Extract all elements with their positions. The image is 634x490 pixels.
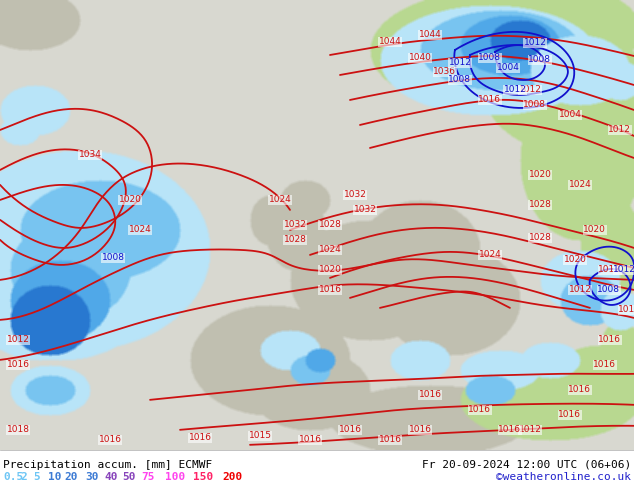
Text: 1008: 1008 xyxy=(597,285,621,294)
Text: 1015: 1015 xyxy=(249,431,271,441)
Text: 1016: 1016 xyxy=(498,425,521,434)
Text: 1016: 1016 xyxy=(479,96,501,104)
Text: 1004: 1004 xyxy=(559,110,581,120)
Text: 1028: 1028 xyxy=(318,220,342,229)
Text: 30: 30 xyxy=(85,472,98,482)
Text: 1020: 1020 xyxy=(583,225,606,234)
Text: 1016: 1016 xyxy=(469,405,491,415)
Text: 1016: 1016 xyxy=(299,435,321,444)
Text: 1016: 1016 xyxy=(569,385,592,394)
Text: 1008: 1008 xyxy=(448,75,472,84)
Text: 1016: 1016 xyxy=(598,335,621,344)
Text: 1036: 1036 xyxy=(434,68,456,76)
Text: 1024: 1024 xyxy=(479,250,501,259)
Text: 1034: 1034 xyxy=(79,150,101,159)
Text: Fr 20-09-2024 12:00 UTC (06+06): Fr 20-09-2024 12:00 UTC (06+06) xyxy=(422,460,631,470)
Text: 1012: 1012 xyxy=(519,85,541,95)
Text: Precipitation accum. [mm] ECMWF: Precipitation accum. [mm] ECMWF xyxy=(3,460,212,470)
Text: 1028: 1028 xyxy=(529,233,552,243)
Text: 1044: 1044 xyxy=(378,37,401,47)
Text: 1016: 1016 xyxy=(318,285,342,294)
Text: 2: 2 xyxy=(20,472,27,482)
Text: 1032: 1032 xyxy=(354,205,377,215)
Text: 1024: 1024 xyxy=(569,180,592,190)
Text: 1012: 1012 xyxy=(524,39,547,48)
Text: 1016: 1016 xyxy=(98,435,122,444)
Text: 1018: 1018 xyxy=(6,425,30,434)
Text: 10: 10 xyxy=(48,472,61,482)
Text: 1032: 1032 xyxy=(344,191,366,199)
Text: 1016: 1016 xyxy=(593,360,616,369)
Text: 1012: 1012 xyxy=(7,335,30,344)
Text: 1028: 1028 xyxy=(529,200,552,209)
Text: 150: 150 xyxy=(193,472,213,482)
Text: 1024: 1024 xyxy=(269,196,292,204)
Text: 1028: 1028 xyxy=(283,235,306,245)
Text: ©weatheronline.co.uk: ©weatheronline.co.uk xyxy=(496,472,631,482)
Text: 1012: 1012 xyxy=(609,125,631,134)
Text: 1008: 1008 xyxy=(528,55,552,65)
Text: 1016: 1016 xyxy=(559,410,581,419)
Text: 1012: 1012 xyxy=(614,266,634,274)
Text: 1016: 1016 xyxy=(408,425,432,434)
Text: 1044: 1044 xyxy=(418,30,441,40)
Text: 40: 40 xyxy=(104,472,117,482)
Text: 1008: 1008 xyxy=(479,53,501,63)
Text: 1016: 1016 xyxy=(6,360,30,369)
Text: 1008: 1008 xyxy=(101,253,125,263)
Text: 1012: 1012 xyxy=(569,285,592,294)
Text: 50: 50 xyxy=(122,472,136,482)
Text: 1012: 1012 xyxy=(448,58,472,68)
Text: 1040: 1040 xyxy=(408,53,431,63)
Text: 1004: 1004 xyxy=(496,64,519,73)
Text: 1012: 1012 xyxy=(519,425,541,434)
Text: 200: 200 xyxy=(222,472,242,482)
Text: 1012: 1012 xyxy=(598,266,621,274)
Text: 1016: 1016 xyxy=(339,425,361,434)
Text: 1016: 1016 xyxy=(418,391,441,399)
Text: 1020: 1020 xyxy=(529,171,552,179)
Text: 1016: 1016 xyxy=(188,433,212,442)
Text: 100: 100 xyxy=(165,472,185,482)
Text: 5: 5 xyxy=(33,472,40,482)
Text: 20: 20 xyxy=(64,472,77,482)
Text: 1008: 1008 xyxy=(524,100,547,109)
Text: 0.5: 0.5 xyxy=(3,472,23,482)
Text: 1020: 1020 xyxy=(119,196,141,204)
Text: 1016: 1016 xyxy=(618,305,634,315)
Text: 1016: 1016 xyxy=(378,435,401,444)
Text: 75: 75 xyxy=(141,472,155,482)
Text: 1032: 1032 xyxy=(283,220,306,229)
Text: 1024: 1024 xyxy=(129,225,152,234)
Text: 1020: 1020 xyxy=(564,255,586,265)
Text: 1020: 1020 xyxy=(318,266,342,274)
Text: 1012: 1012 xyxy=(503,85,526,95)
Text: 1024: 1024 xyxy=(319,245,341,254)
